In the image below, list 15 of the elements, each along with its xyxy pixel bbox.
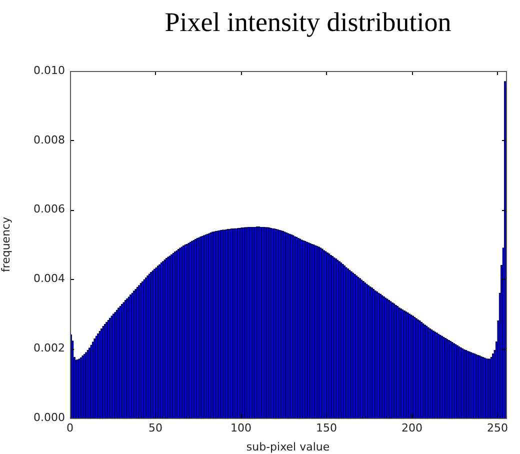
x-tick-label: 200 [401, 421, 422, 434]
y-axis-title: frequency [0, 216, 12, 272]
x-tick-label: 250 [486, 421, 508, 434]
y-tick-label: 0.006 [34, 202, 65, 216]
y-tick-label: 0.000 [34, 410, 65, 424]
y-tick-label: 0.008 [34, 133, 65, 146]
chart-title: Pixel intensity distribution [164, 6, 452, 39]
x-tick-label: 150 [316, 421, 337, 434]
x-axis-title: sub-pixel value [246, 440, 330, 454]
x-tick-label: 100 [230, 421, 252, 434]
y-tick-label: 0.004 [34, 272, 65, 286]
x-tick-label: 0 [66, 421, 74, 434]
y-tick-label: 0.010 [34, 64, 65, 77]
y-tick-label: 0.002 [34, 341, 65, 354]
x-tick-label: 50 [148, 421, 162, 434]
